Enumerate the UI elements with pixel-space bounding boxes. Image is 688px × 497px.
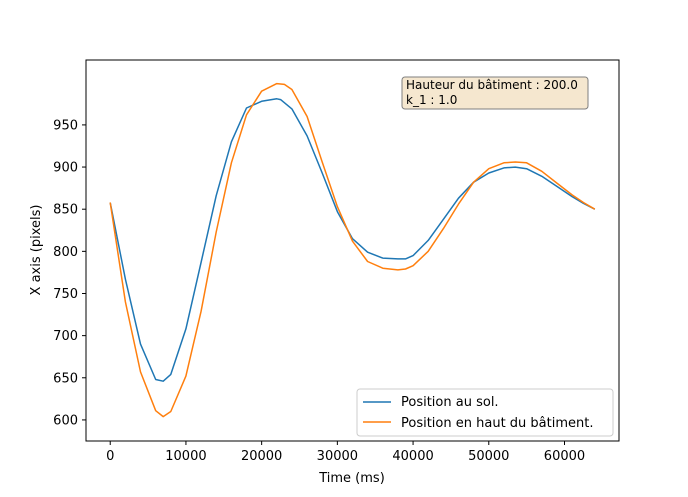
annotation-line-1: Hauteur du bâtiment : 200.0: [406, 78, 578, 92]
legend: Position au sol. Position en haut du bât…: [356, 388, 614, 437]
plot-area: [86, 60, 619, 441]
x-tick-label: 10000: [165, 449, 206, 464]
annotation-box: Hauteur du bâtiment : 200.0 k_1 : 1.0: [401, 76, 589, 110]
y-tick-label: 950: [53, 118, 78, 133]
y-axis-label: X axis (pixels): [29, 205, 44, 296]
x-tick-label: 40000: [392, 449, 433, 464]
y-axis-ticks: 600 650 700 750 800 850 900 950: [53, 118, 86, 428]
y-tick-label: 700: [53, 329, 78, 344]
y-tick-label: 800: [53, 245, 78, 260]
y-tick-label: 850: [53, 203, 78, 218]
x-axis-ticks: 0 10000 20000 30000 40000 50000 60000: [106, 441, 585, 464]
series-layer: [109, 82, 596, 418]
y-tick-label: 600: [53, 413, 78, 428]
x-tick-label: 20000: [241, 449, 282, 464]
x-tick-label: 0: [106, 449, 114, 464]
x-tick-label: 50000: [468, 449, 509, 464]
y-tick-label: 750: [53, 287, 78, 302]
annotation-background: [401, 76, 589, 110]
y-tick-label: 900: [53, 161, 78, 176]
x-tick-label: 60000: [544, 449, 585, 464]
annotation-line-2: k_1 : 1.0: [406, 93, 457, 107]
plot-frame: [85, 59, 620, 442]
series-line-0: [109, 98, 596, 382]
y-tick-label: 650: [53, 371, 78, 386]
legend-box: [356, 388, 614, 437]
legend-label-ground: Position au sol.: [401, 395, 499, 410]
legend-label-top: Position en haut du bâtiment.: [401, 416, 593, 431]
x-tick-label: 30000: [317, 449, 358, 464]
series-line-1: [109, 82, 596, 418]
x-axis-label: Time (ms): [318, 471, 385, 486]
